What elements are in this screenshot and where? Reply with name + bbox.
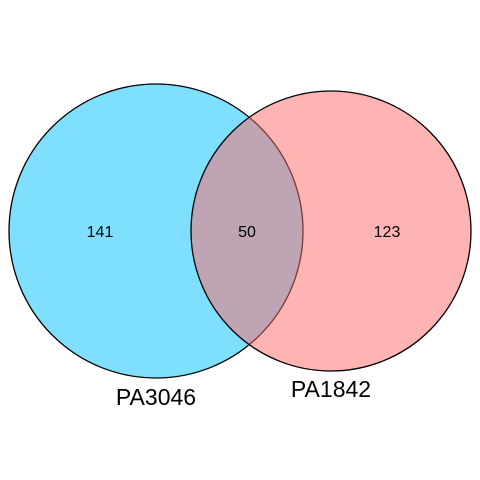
set-b-name-label: PA1842 [291,376,371,402]
set-a-name-label: PA3046 [116,384,196,410]
set-b-circle [190,90,472,372]
set-b-only-count: 123 [374,224,401,241]
intersection-count: 50 [238,224,256,241]
set-a-only-count: 141 [87,224,114,241]
